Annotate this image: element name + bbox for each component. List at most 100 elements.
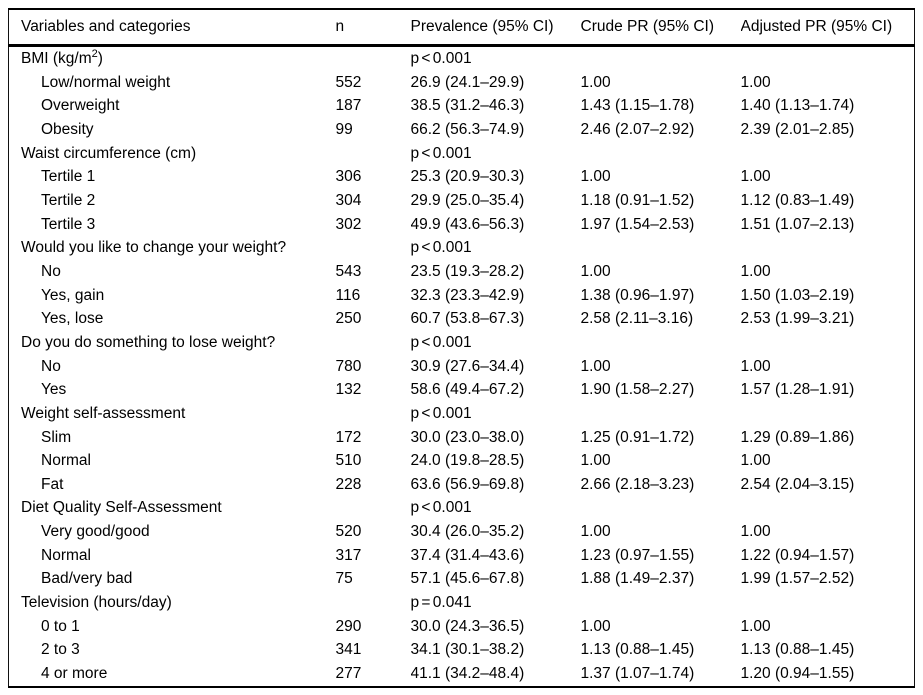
- category-label: Yes, gain: [41, 286, 105, 304]
- prevalence-cell: 58.6 (49.4–67.2): [410, 381, 525, 399]
- prevalence-cell: 37.4 (31.4–43.6): [410, 546, 525, 564]
- adjusted-pr-cell: 1.13 (0.88–1.45): [740, 641, 855, 659]
- n-cell-empty: [336, 591, 411, 615]
- table-header: Variables and categories n Prevalence (9…: [8, 9, 915, 46]
- variable-group-row: Do you do something to lose weight? p < 0…: [9, 331, 915, 355]
- category-label: No: [41, 357, 61, 375]
- prevalence-cell: 25.3 (20.9–30.3): [410, 168, 525, 186]
- crude-pr-cell: 1.00: [580, 523, 611, 541]
- col-header-crude-pr: Crude PR (95% CI): [580, 18, 715, 35]
- n-cell-empty: [336, 331, 411, 355]
- col-header-variables: Variables and categories: [21, 18, 191, 35]
- adjusted-pr-cell-empty: [741, 496, 915, 520]
- crude-pr-cell: 2.66 (2.18–3.23): [580, 475, 695, 493]
- crude-pr-cell: 1.38 (0.96–1.97): [580, 286, 695, 304]
- prevalence-cell: 24.0 (19.8–28.5): [410, 452, 525, 470]
- adjusted-pr-cell: 1.00: [740, 357, 771, 375]
- n-cell: 520: [335, 523, 362, 541]
- variable-label: Do you do something to lose weight?: [21, 333, 276, 351]
- category-row: Bad/very bad 75 57.1 (45.6–67.8) 1.88 (1.49…: [9, 567, 915, 591]
- variable-label: Weight self-assessment: [21, 404, 186, 422]
- variable-label: Would you like to change your weight?: [21, 239, 287, 257]
- prevalence-cell: 57.1 (45.6–67.8): [410, 570, 525, 588]
- adjusted-pr-cell: 1.29 (0.89–1.86): [740, 428, 855, 446]
- category-row: Yes 132 58.6 (49.4–67.2) 1.90 (1.58–2.27) 1.…: [9, 378, 915, 402]
- variable-label: Television (hours/day): [21, 594, 172, 612]
- p-value-cell: p < 0.001: [410, 333, 472, 351]
- n-cell-empty: [336, 402, 411, 426]
- crude-pr-cell-empty: [581, 496, 741, 520]
- adjusted-pr-cell: 2.54 (2.04–3.15): [740, 475, 855, 493]
- prevalence-cell: 29.9 (25.0–35.4): [410, 191, 525, 209]
- adjusted-pr-cell: 1.50 (1.03–2.19): [740, 286, 855, 304]
- adjusted-pr-cell-empty: [741, 236, 915, 260]
- n-cell: 132: [335, 381, 362, 399]
- category-label: Normal: [41, 546, 91, 564]
- category-label: Bad/very bad: [41, 570, 133, 588]
- prevalence-cell: 30.9 (27.6–34.4): [410, 357, 525, 375]
- p-value-cell: p < 0.001: [410, 499, 472, 517]
- crude-pr-cell: 2.58 (2.11–3.16): [580, 310, 694, 328]
- n-cell: 543: [335, 262, 362, 280]
- category-label: Obesity: [41, 120, 94, 138]
- category-label: Low/normal weight: [41, 73, 171, 91]
- col-header-adjusted-pr: Adjusted PR (95% CI): [740, 18, 893, 35]
- n-cell: 277: [335, 665, 362, 683]
- adjusted-pr-cell: 1.51 (1.07–2.13): [740, 215, 855, 233]
- crude-pr-cell: 2.46 (2.07–2.92): [580, 120, 695, 138]
- crude-pr-cell: 1.88 (1.49–2.37): [580, 570, 695, 588]
- header-row: Variables and categories n Prevalence (9…: [8, 9, 915, 46]
- crude-pr-cell-empty: [581, 46, 741, 71]
- crude-pr-cell-empty: [581, 591, 741, 615]
- prevalence-cell: 34.1 (30.1–38.2): [410, 641, 525, 659]
- n-cell-empty: [336, 46, 411, 71]
- category-label: 0 to 1: [41, 617, 80, 635]
- adjusted-pr-cell: 1.20 (0.94–1.55): [740, 665, 855, 683]
- n-cell: 510: [335, 452, 362, 470]
- crude-pr-cell-empty: [581, 331, 741, 355]
- n-cell: 99: [335, 120, 353, 138]
- crude-pr-cell: 1.00: [580, 357, 611, 375]
- n-cell: 317: [335, 546, 362, 564]
- category-row: Yes, gain 116 32.3 (23.3–42.9) 1.38 (0.96–1…: [9, 284, 915, 308]
- category-row: Tertile 3 302 49.9 (43.6–56.3) 1.97 (1.54–2…: [9, 213, 915, 237]
- n-cell: 187: [335, 97, 362, 115]
- category-label: Yes: [41, 381, 67, 399]
- prevalence-cell: 32.3 (23.3–42.9): [410, 286, 525, 304]
- crude-pr-cell: 1.25 (0.91–1.72): [580, 428, 695, 446]
- category-row: Normal 317 37.4 (31.4–43.6) 1.23 (0.97–1.55…: [9, 544, 915, 568]
- adjusted-pr-cell: 1.12 (0.83–1.49): [740, 191, 855, 209]
- category-row: No 543 23.5 (19.3–28.2) 1.00 1.00: [9, 260, 915, 284]
- adjusted-pr-cell-empty: [741, 402, 915, 426]
- adjusted-pr-cell-empty: [741, 142, 915, 166]
- adjusted-pr-cell: 1.00: [740, 73, 771, 91]
- crude-pr-cell: 1.00: [580, 168, 611, 186]
- crude-pr-cell: 1.97 (1.54–2.53): [580, 215, 695, 233]
- n-cell: 116: [335, 286, 361, 304]
- prevalence-ratio-table: Variables and categories n Prevalence (9…: [8, 8, 915, 688]
- crude-pr-cell: 1.90 (1.58–2.27): [580, 381, 695, 399]
- col-header-n: n: [335, 18, 345, 35]
- category-label: Tertile 1: [41, 168, 96, 186]
- prevalence-cell: 30.4 (26.0–35.2): [410, 523, 525, 541]
- adjusted-pr-cell: 1.00: [740, 523, 771, 541]
- adjusted-pr-cell: 1.00: [740, 262, 771, 280]
- adjusted-pr-cell: 2.39 (2.01–2.85): [740, 120, 855, 138]
- category-row: 4 or more 277 41.1 (34.2–48.4) 1.37 (1.07–1…: [9, 662, 915, 687]
- category-label: Normal: [41, 452, 91, 470]
- crude-pr-cell: 1.00: [580, 452, 611, 470]
- prevalence-cell: 60.7 (53.8–67.3): [410, 310, 525, 328]
- n-cell: 290: [335, 617, 362, 635]
- crude-pr-cell: 1.00: [580, 73, 611, 91]
- superscript: 2: [91, 47, 98, 60]
- n-cell: 75: [335, 570, 353, 588]
- variable-label: Waist circumference (cm): [21, 144, 197, 162]
- n-cell: 304: [335, 191, 362, 209]
- crude-pr-cell: 1.43 (1.15–1.78): [580, 97, 695, 115]
- variable-group-row: BMI (kg/m2) p < 0.001: [9, 46, 915, 71]
- adjusted-pr-cell-empty: [741, 46, 915, 71]
- category-row: 2 to 3 341 34.1 (30.1–38.2) 1.13 (0.88–1.45…: [9, 638, 915, 662]
- category-label: Yes, lose: [41, 310, 104, 328]
- prevalence-cell: 23.5 (19.3–28.2): [410, 262, 525, 280]
- p-value-cell: p < 0.001: [410, 144, 472, 162]
